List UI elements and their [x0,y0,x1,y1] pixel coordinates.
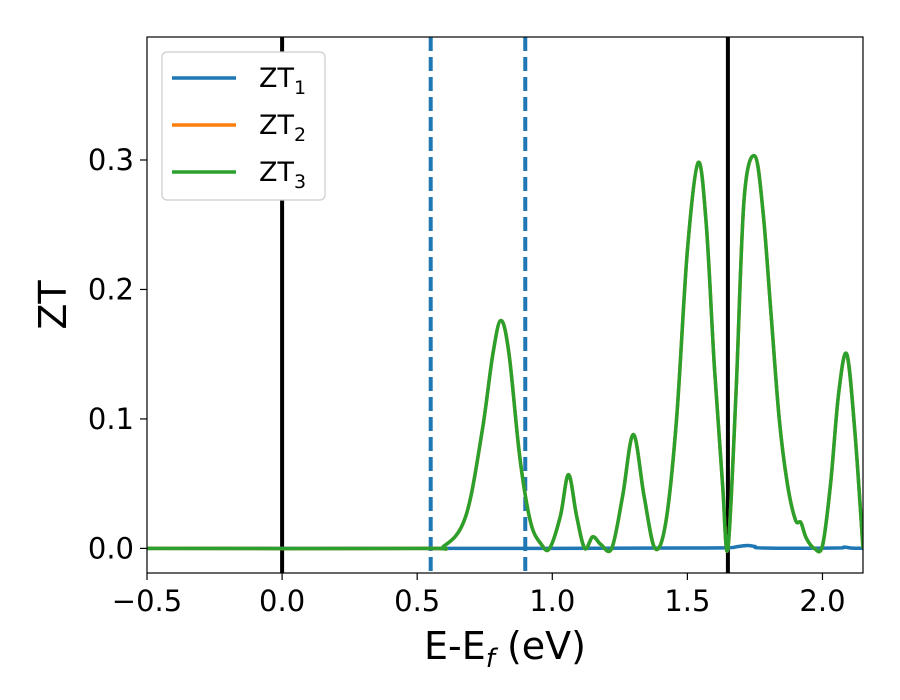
plot-area [146,36,864,574]
x-tick-label: 1.0 [529,584,575,618]
legend: ZT1 ZT2 ZT3 [161,51,326,201]
x-axis-ticks: −0.5 0.0 0.5 1.0 1.5 2.0 [112,573,846,618]
vertical-reference-lines [280,37,730,573]
legend-box [161,51,326,201]
legend-label-1: ZT1 [259,63,306,99]
x-tick-label: −0.5 [112,584,182,618]
series-line-1 [147,543,863,551]
x-tick-label: 1.5 [664,584,710,618]
y-tick-label: 0.3 [88,143,134,177]
x-tick-label: 2.0 [799,584,845,618]
y-axis-ticks: 0.0 0.1 0.2 0.3 [88,143,147,565]
x-tick-label: 0.5 [394,584,440,618]
y-axis-label: ZT [31,280,75,330]
series-lines [147,153,863,554]
y-tick-label: 0.2 [88,272,134,306]
series-line-2 [147,153,863,554]
legend-label-3: ZT3 [259,157,306,193]
x-axis-label: E-Ef (eV) [424,624,586,674]
y-tick-label: 0.0 [88,531,134,565]
legend-label-2: ZT2 [259,110,306,146]
y-tick-label: 0.1 [88,402,134,436]
axes-frame [146,36,864,574]
x-tick-label: 0.0 [259,584,305,618]
series-line-3 [147,153,863,554]
